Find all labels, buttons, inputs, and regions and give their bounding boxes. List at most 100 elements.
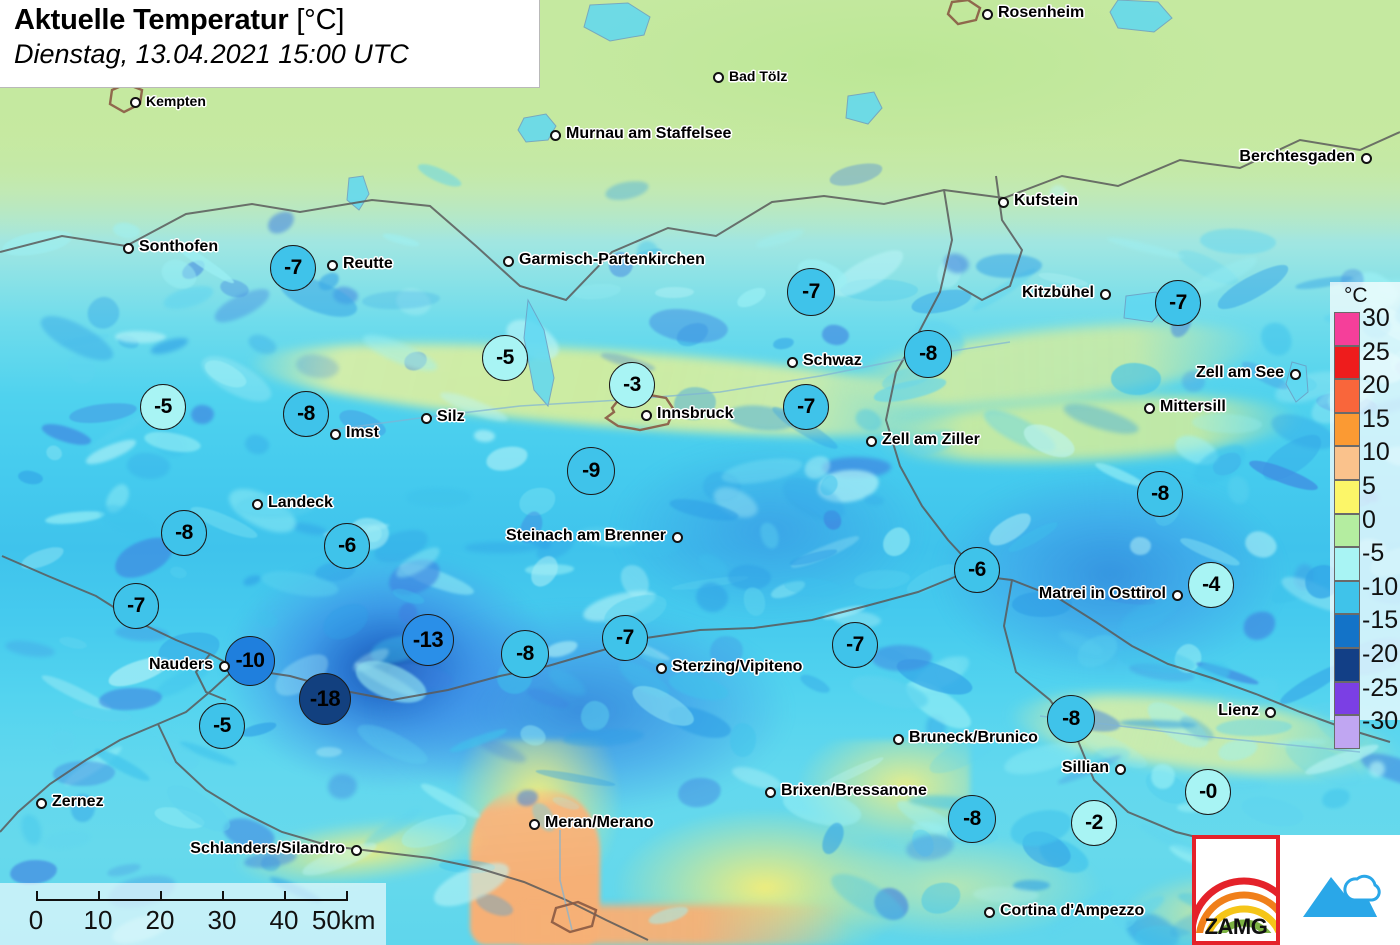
city-label: Kufstein — [1014, 192, 1078, 209]
city-dot-icon — [123, 243, 134, 254]
station-temperature-marker[interactable]: -8 — [501, 630, 549, 678]
legend-value-label: -25 — [1362, 673, 1399, 702]
legend-value-label: -15 — [1362, 606, 1399, 635]
station-temperature-marker[interactable]: -7 — [1155, 280, 1201, 326]
city-dot-icon — [672, 532, 683, 543]
city-dot-icon — [1144, 403, 1155, 414]
city-label: Lienz — [1218, 702, 1259, 719]
legend-value-label: 30 — [1362, 304, 1390, 332]
station-temperature-marker[interactable]: -18 — [299, 673, 351, 725]
title-datetime: Dienstag, 13.04.2021 15:00 UTC — [14, 39, 409, 69]
city-label: Zell am Ziller — [882, 431, 980, 448]
city-label: Rosenheim — [998, 4, 1085, 21]
city-label: Meran/Merano — [545, 814, 654, 831]
city-label: Landeck — [268, 494, 333, 511]
city-label: Kitzbühel — [1022, 284, 1094, 301]
station-temperature-marker[interactable]: -7 — [832, 622, 878, 668]
legend-swatch — [1334, 614, 1360, 648]
city-label: Cortina d'Ampezzo — [1000, 902, 1145, 919]
city-dot-icon — [982, 9, 993, 20]
city-label: Sterzing/Vipiteno — [672, 658, 803, 675]
legend-swatch — [1334, 312, 1360, 346]
legend-swatch — [1334, 580, 1360, 615]
city-dot-icon — [1265, 707, 1276, 718]
city-dot-icon — [529, 819, 540, 830]
legend-swatch — [1334, 647, 1360, 682]
legend-value-label: -30 — [1362, 707, 1399, 736]
legend-row: 10 — [1334, 438, 1390, 480]
city-label: Nauders — [148, 656, 213, 673]
city-label: Steinach am Brenner — [505, 527, 666, 544]
city-label: Zell am See — [1195, 364, 1284, 381]
legend-swatch — [1334, 446, 1360, 480]
legend-color-scale: 30 25 20 15 10 5 0 -5 -10 -15 -20 -25 -30 — [1334, 304, 1398, 749]
station-temperature-marker[interactable]: -3 — [609, 362, 655, 408]
station-temperature-marker[interactable]: -5 — [482, 335, 528, 381]
scale-bar-label: 10 — [83, 905, 113, 935]
city-dot-icon — [866, 436, 877, 447]
city-label: Sillian — [1061, 759, 1109, 776]
station-temperature-marker[interactable]: -7 — [787, 268, 835, 316]
station-temperature-marker[interactable]: -6 — [954, 547, 1000, 593]
station-temperature-marker[interactable]: -7 — [270, 245, 316, 291]
city-dot-icon — [893, 734, 904, 745]
station-temperature-marker[interactable]: -2 — [1071, 800, 1117, 846]
legend-value-label: 25 — [1362, 337, 1390, 366]
city-dot-icon — [984, 907, 995, 918]
scale-bar-label: 0 — [28, 905, 44, 935]
station-temperature-marker[interactable]: -0 — [1185, 769, 1231, 815]
logo-group: ZAMG — [1192, 835, 1400, 945]
city-label: Berchtesgaden — [1239, 148, 1355, 165]
temperature-legend: °C 30 25 20 15 10 5 0 -5 -10 -15 -20 -25 -30 — [1330, 282, 1400, 749]
scale-bar-label: 30 — [207, 905, 237, 935]
station-temperature-marker[interactable]: -8 — [283, 391, 329, 437]
mountain-cloud-icon — [1303, 874, 1381, 917]
station-temperature-marker[interactable]: -8 — [948, 795, 996, 843]
legend-row: -5 — [1334, 539, 1384, 581]
station-temperature-marker[interactable]: -8 — [1137, 471, 1183, 517]
city-dot-icon — [36, 798, 47, 809]
legend-swatch — [1334, 479, 1360, 514]
title-unit: [°C] — [296, 4, 345, 36]
mountain-cloud-logo[interactable] — [1280, 835, 1400, 945]
city-dot-icon — [765, 787, 776, 798]
legend-value-label: 15 — [1362, 404, 1390, 433]
legend-swatch — [1334, 547, 1360, 581]
city-label: Bruneck/Brunico — [909, 729, 1038, 746]
city-dot-icon — [656, 663, 667, 674]
city-dot-icon — [1172, 590, 1183, 601]
legend-swatch — [1334, 513, 1360, 548]
station-temperature-marker[interactable]: -6 — [324, 523, 370, 569]
legend-value-label: -5 — [1362, 539, 1385, 568]
station-temperature-marker[interactable]: -8 — [904, 330, 952, 378]
scale-bar-tick — [284, 891, 286, 901]
station-temperature-marker[interactable]: -8 — [1047, 695, 1095, 743]
city-label: Murnau am Staffelsee — [566, 125, 732, 142]
legend-value-label: 20 — [1362, 371, 1390, 400]
station-temperature-marker[interactable]: -4 — [1188, 562, 1234, 608]
station-temperature-marker[interactable]: -5 — [199, 703, 245, 749]
zamg-logo[interactable]: ZAMG — [1192, 835, 1280, 945]
city-label: Zernez — [52, 793, 104, 810]
scale-bar-line — [36, 899, 346, 901]
station-temperature-marker[interactable]: -9 — [567, 447, 615, 495]
city-dot-icon — [503, 256, 514, 267]
legend-swatch — [1334, 715, 1360, 749]
legend-value-label: 5 — [1362, 471, 1376, 500]
city-label: Imst — [346, 424, 379, 441]
station-temperature-marker[interactable]: -7 — [113, 583, 159, 629]
station-temperature-marker[interactable]: -13 — [402, 614, 454, 666]
legend-row: 0 — [1334, 506, 1376, 548]
city-label: Kempten — [146, 93, 206, 109]
legend-swatch — [1334, 345, 1360, 380]
station-temperature-marker[interactable]: -8 — [161, 510, 207, 556]
station-temperature-marker[interactable]: -7 — [783, 384, 829, 430]
city-dot-icon — [713, 72, 724, 83]
legend-row: -15 — [1334, 606, 1398, 648]
station-temperature-marker[interactable]: -10 — [225, 636, 275, 686]
station-temperature-marker[interactable]: -5 — [140, 384, 186, 430]
station-temperature-marker[interactable]: -7 — [602, 615, 648, 661]
legend-value-label: 10 — [1362, 438, 1390, 467]
legend-row: 25 — [1334, 338, 1390, 380]
